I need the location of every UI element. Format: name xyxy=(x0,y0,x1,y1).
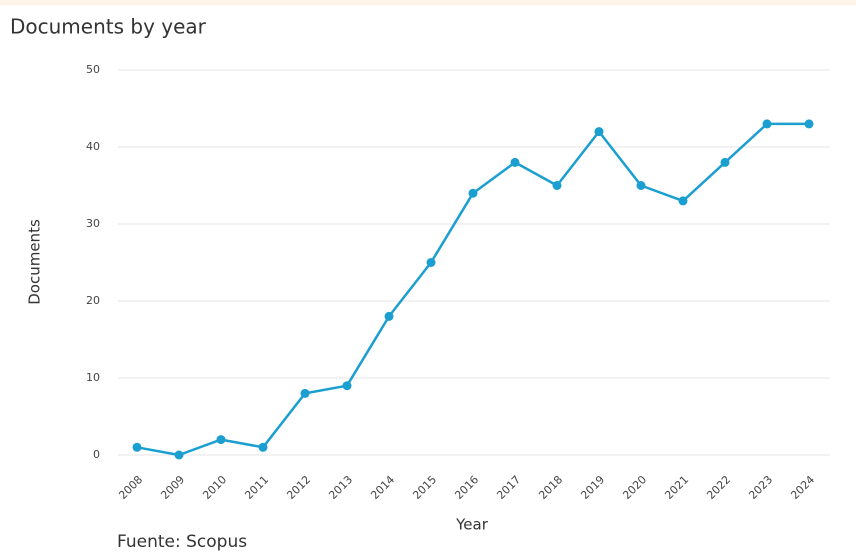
data-point xyxy=(468,188,478,198)
x-tick-label: 2016 xyxy=(452,473,481,502)
data-point xyxy=(426,258,436,267)
data-point xyxy=(804,119,814,129)
y-tick-label: 20 xyxy=(86,294,100,307)
y-tick-label: 30 xyxy=(86,217,100,230)
data-point xyxy=(720,157,730,167)
y-tick-label: 50 xyxy=(86,63,100,76)
x-tick-label: 2021 xyxy=(662,473,691,502)
data-point xyxy=(762,119,772,129)
x-tick-label: 2022 xyxy=(704,473,733,502)
x-tick-label: 2024 xyxy=(788,473,817,502)
data-line xyxy=(136,122,809,457)
chart-title: Documents by year xyxy=(10,15,207,39)
data-point xyxy=(384,311,394,321)
y-tick-label: 40 xyxy=(86,140,100,153)
data-point xyxy=(216,435,226,445)
x-tick-label: 2019 xyxy=(578,473,607,502)
x-tick-label: 2017 xyxy=(494,473,523,502)
source-note: Fuente: Scopus xyxy=(117,532,247,552)
x-tick-label: 2010 xyxy=(200,473,229,502)
top-strip xyxy=(0,0,856,5)
x-tick-label: 2015 xyxy=(410,473,439,502)
x-tick-label: 2013 xyxy=(326,473,355,502)
data-point xyxy=(174,450,184,460)
data-point xyxy=(258,442,268,452)
x-tick-label: 2011 xyxy=(242,473,271,502)
x-tick-label: 2014 xyxy=(368,473,397,502)
data-point xyxy=(594,127,604,137)
x-axis-label: Year xyxy=(455,516,489,534)
data-point xyxy=(342,381,352,391)
x-tick-label: 2012 xyxy=(284,473,313,502)
data-point xyxy=(300,388,310,398)
x-tick-label: 2008 xyxy=(116,473,145,502)
data-point xyxy=(510,157,520,167)
y-axis-label: Documents xyxy=(26,219,44,305)
x-tick-label: 2018 xyxy=(536,473,565,502)
x-tick-label: 2023 xyxy=(746,473,775,502)
y-tick-label: 10 xyxy=(86,371,100,384)
data-point xyxy=(678,196,688,206)
y-tick-label: 0 xyxy=(93,448,100,461)
data-point xyxy=(132,442,142,452)
data-point xyxy=(552,181,562,190)
x-tick-label: 2020 xyxy=(620,473,649,502)
data-point xyxy=(636,181,646,190)
x-tick-label: 2009 xyxy=(158,473,187,502)
